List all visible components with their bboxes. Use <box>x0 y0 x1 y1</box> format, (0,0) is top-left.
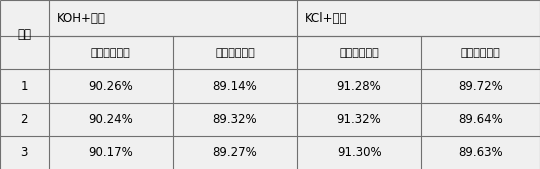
Text: 91.28%: 91.28% <box>337 80 381 92</box>
Text: 89.27%: 89.27% <box>213 147 257 159</box>
Text: 可见光透射比: 可见光透射比 <box>91 48 131 58</box>
Text: 1: 1 <box>21 80 28 92</box>
Text: KOH+其它: KOH+其它 <box>57 12 106 25</box>
Text: 89.14%: 89.14% <box>213 80 257 92</box>
Text: 89.32%: 89.32% <box>213 113 257 126</box>
Text: 89.63%: 89.63% <box>458 147 503 159</box>
Text: 90.26%: 90.26% <box>89 80 133 92</box>
Text: 89.64%: 89.64% <box>458 113 503 126</box>
Text: 太阳光透射比: 太阳光透射比 <box>215 48 255 58</box>
Text: 90.24%: 90.24% <box>89 113 133 126</box>
Text: 89.72%: 89.72% <box>458 80 503 92</box>
Text: 90.17%: 90.17% <box>89 147 133 159</box>
Text: 91.30%: 91.30% <box>337 147 381 159</box>
Text: 太阳光透射比: 太阳光透射比 <box>461 48 501 58</box>
Text: 编号: 编号 <box>17 28 31 41</box>
Text: KCl+其它: KCl+其它 <box>305 12 348 25</box>
Text: 91.32%: 91.32% <box>337 113 381 126</box>
Text: 可见光透射比: 可见光透射比 <box>339 48 379 58</box>
Text: 3: 3 <box>21 147 28 159</box>
Text: 2: 2 <box>21 113 28 126</box>
